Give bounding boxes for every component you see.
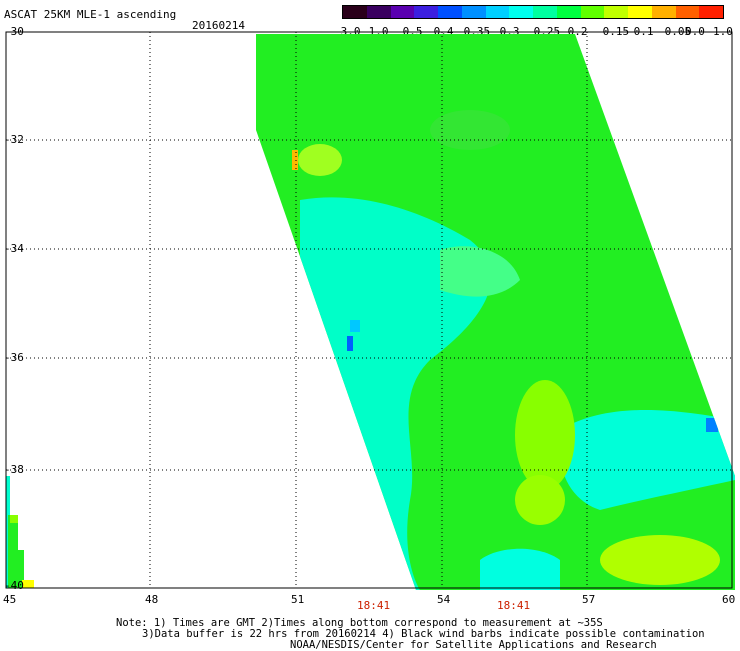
colorbar-swatch xyxy=(675,6,700,18)
grid xyxy=(6,32,732,588)
colorbar-swatch xyxy=(699,6,723,18)
plot-frame xyxy=(5,31,733,589)
pass-time-label: 18:41 xyxy=(357,599,391,612)
colorbar-swatch xyxy=(556,6,581,18)
colorbar-swatch xyxy=(414,6,438,18)
colorbar-swatch xyxy=(366,6,391,18)
wind-swath-fragment xyxy=(6,476,34,588)
wind-swath xyxy=(256,34,735,590)
colorbar xyxy=(342,5,724,19)
note-line-2: 3)Data buffer is 22 hrs from 20160214 4)… xyxy=(142,628,705,640)
colorbar-swatch xyxy=(533,6,557,18)
latitude-label: -34 xyxy=(4,242,24,255)
latitude-label: -38 xyxy=(4,463,24,476)
latitude-label: -36 xyxy=(4,351,24,364)
longitude-label: 57 xyxy=(582,593,596,606)
longitude-label: 60 xyxy=(722,593,736,606)
chart-title: ASCAT 25KM MLE-1 ascending xyxy=(4,8,177,21)
longitude-label: 51 xyxy=(291,593,305,606)
note-line-1: Note: 1) Times are GMT 2)Times along bot… xyxy=(116,617,603,629)
colorbar-swatch xyxy=(509,6,533,18)
chart-date: 20160214 xyxy=(192,19,245,32)
colorbar-swatch xyxy=(604,6,628,18)
latitude-label: -40 xyxy=(4,579,24,592)
latitude-label: -32 xyxy=(4,133,24,146)
colorbar-swatch xyxy=(438,6,462,18)
pass-time-label: 18:41 xyxy=(497,599,531,612)
longitude-label: 45 xyxy=(3,593,17,606)
colorbar-swatch xyxy=(485,6,510,18)
colorbar-swatch xyxy=(628,6,652,18)
longitude-label: 48 xyxy=(145,593,159,606)
colorbar-swatch xyxy=(343,6,367,18)
colorbar-swatch xyxy=(651,6,676,18)
note-line-3: NOAA/NESDIS/Center for Satellite Applica… xyxy=(290,639,657,651)
colorbar-swatch xyxy=(461,6,486,18)
longitude-label: 54 xyxy=(437,593,451,606)
latitude-label: -30 xyxy=(4,25,24,38)
colorbar-swatch xyxy=(580,6,605,18)
colorbar-swatch xyxy=(390,6,415,18)
